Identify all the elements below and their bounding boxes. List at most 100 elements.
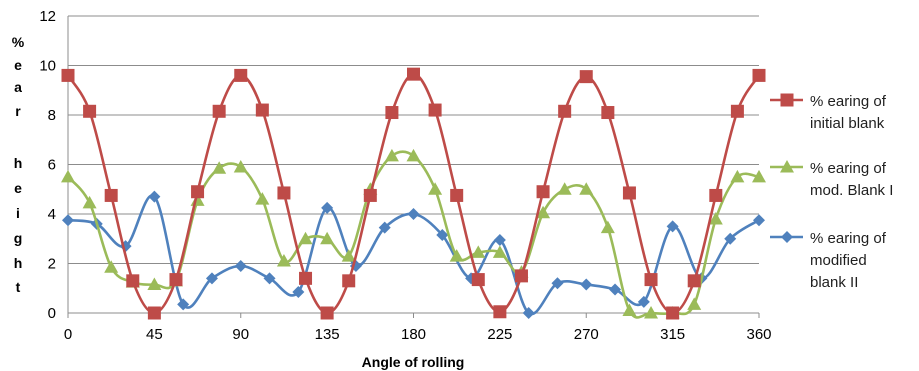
legend: % earing of initial blank % earing of mod. … (770, 93, 893, 291)
series-group (61, 67, 766, 320)
data-point (320, 306, 334, 320)
data-point (536, 185, 550, 199)
data-point (687, 297, 702, 310)
data-point (644, 273, 658, 287)
x-tick-label: 315 (660, 326, 685, 343)
data-point (292, 285, 305, 298)
y-axis-title-char: % (12, 34, 25, 50)
data-point (450, 188, 464, 202)
data-point (601, 106, 615, 120)
legend-label: % earing of (810, 230, 887, 247)
legend-swatch-marker (780, 93, 794, 107)
data-point (637, 295, 650, 308)
data-point (579, 70, 593, 84)
y-tick-label: 0 (48, 305, 56, 322)
data-point (61, 68, 75, 82)
data-point (666, 220, 679, 233)
data-point (730, 169, 745, 183)
y-axis-title-char: t (16, 279, 21, 295)
grid-lines (68, 15, 759, 264)
data-point (752, 68, 766, 82)
data-point (378, 221, 391, 234)
data-point (730, 104, 744, 118)
y-tick-label: 6 (48, 157, 56, 174)
data-point (666, 306, 680, 320)
series-3 (62, 190, 765, 319)
data-point (263, 272, 276, 285)
data-point (298, 231, 313, 245)
data-point (752, 169, 766, 183)
x-tick-label: 225 (487, 326, 512, 343)
data-point (406, 148, 421, 162)
data-point (148, 190, 161, 203)
data-point (600, 220, 615, 234)
y-axis-title-char: e (14, 57, 22, 73)
data-point (363, 188, 377, 202)
data-point (234, 259, 247, 272)
data-point (724, 232, 737, 245)
y-axis-title-char: g (14, 230, 23, 246)
series-1 (61, 67, 766, 320)
data-point (385, 106, 399, 120)
data-point (255, 103, 269, 117)
data-point (169, 273, 183, 287)
y-axis-title-char: r (15, 103, 21, 119)
data-point (492, 245, 507, 258)
x-tick-label: 360 (746, 326, 771, 343)
y-tick-label: 4 (48, 206, 56, 223)
data-point (62, 214, 74, 227)
data-point (147, 277, 162, 291)
data-point (536, 205, 551, 219)
data-point (493, 305, 507, 319)
data-point (557, 182, 572, 195)
y-axis-title-char: i (16, 205, 20, 221)
legend-label: blank II (810, 274, 858, 291)
data-point (191, 185, 205, 199)
x-tick-label: 180 (401, 326, 426, 343)
legend-item-1: % earing of initial blank (770, 93, 887, 132)
legend-label: initial blank (810, 115, 885, 132)
data-point (277, 186, 291, 200)
x-tick-label: 270 (574, 326, 599, 343)
data-point (104, 260, 119, 273)
data-point (753, 214, 765, 227)
y-axis-title-char: e (14, 180, 22, 196)
data-point (341, 249, 356, 262)
data-point (126, 274, 140, 288)
data-point (276, 254, 291, 267)
data-point (622, 186, 636, 200)
data-point (514, 269, 528, 283)
y-tick-label: 12 (39, 8, 56, 25)
data-point (522, 307, 535, 319)
data-point (644, 306, 659, 319)
data-point (205, 272, 218, 285)
data-point (551, 277, 564, 290)
data-point (233, 159, 248, 173)
data-point (342, 274, 356, 288)
data-point (147, 306, 161, 320)
x-tick-label: 45 (146, 326, 163, 343)
x-tick-label: 0 (64, 326, 72, 343)
data-point (493, 233, 506, 246)
data-point (609, 283, 622, 296)
legend-label: % earing of (810, 93, 887, 110)
data-point (82, 195, 97, 209)
data-point (255, 192, 270, 205)
y-tick-label: 8 (48, 107, 56, 124)
data-point (708, 211, 723, 225)
data-point (212, 161, 227, 174)
data-point (83, 104, 97, 118)
data-point (622, 303, 637, 317)
y-axis-title-char: h (14, 255, 23, 271)
data-point (428, 103, 442, 117)
data-point (709, 188, 723, 202)
data-point (61, 169, 75, 183)
data-point (471, 245, 486, 258)
y-axis-title-char: h (14, 155, 23, 171)
x-axis-title: Angle of rolling (362, 354, 465, 370)
data-point (580, 278, 593, 291)
legend-swatch-marker (780, 160, 794, 173)
